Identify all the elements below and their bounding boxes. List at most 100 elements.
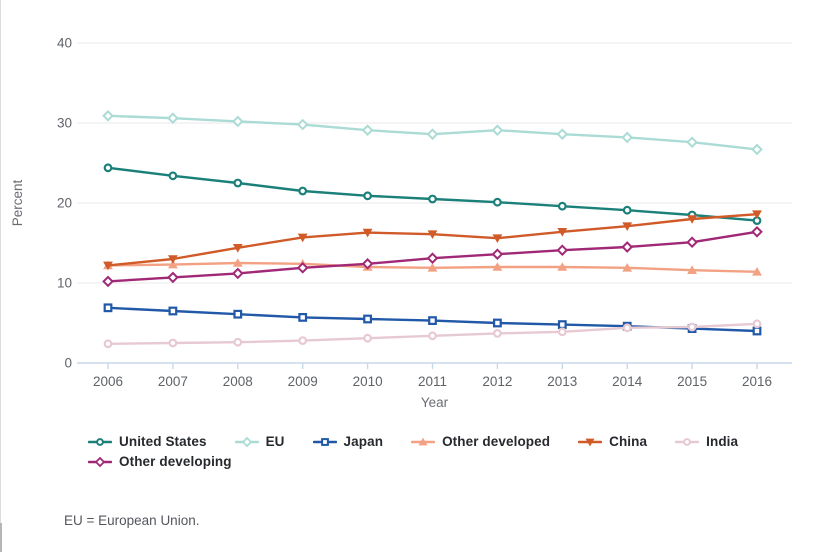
y-tick-label: 0: [64, 356, 72, 371]
data-point: [557, 228, 568, 237]
data-point: [492, 262, 503, 271]
series-india: [103, 319, 762, 349]
data-point: [233, 337, 243, 347]
data-point: [167, 112, 179, 125]
data-point: [752, 319, 762, 329]
data-point: [167, 271, 179, 284]
x-tick-label: 2011: [418, 374, 447, 389]
data-point: [102, 109, 114, 122]
data-point: [751, 143, 763, 156]
data-point: [427, 230, 438, 239]
legend-item-india: India: [675, 434, 738, 449]
legend-label: Other developed: [442, 434, 551, 449]
data-point: [361, 124, 374, 137]
data-point: [233, 178, 243, 188]
legend-marker-icon: [675, 437, 700, 446]
data-point: [493, 197, 502, 207]
chart-legend: United States EU Japan Other developed China…: [88, 434, 788, 469]
data-point: [426, 128, 439, 141]
data-point: [298, 313, 308, 322]
legend-label: India: [706, 434, 739, 449]
legend-item-united-states: United States: [88, 434, 207, 449]
series-eu: [102, 109, 763, 156]
data-point: [491, 124, 504, 137]
data-point: [233, 309, 243, 319]
legend-marker-icon: [312, 437, 337, 446]
legend-label: Japan: [343, 434, 384, 449]
data-point: [232, 258, 243, 267]
legend-item-eu: EU: [234, 434, 285, 449]
legend-item-japan: Japan: [312, 434, 384, 449]
data-point: [103, 339, 113, 349]
data-point: [102, 275, 114, 288]
data-point: [622, 323, 632, 333]
data-point: [752, 267, 762, 276]
x-tick-label: 2008: [223, 374, 253, 389]
data-point: [427, 263, 438, 272]
y-axis-title: Percent: [10, 179, 25, 226]
data-point: [491, 248, 504, 261]
data-point: [168, 338, 178, 348]
data-point: [363, 191, 373, 201]
data-point: [231, 115, 244, 128]
series-japan: [103, 303, 762, 336]
data-point: [363, 333, 373, 343]
data-point: [103, 163, 113, 173]
data-point: [298, 186, 308, 196]
data-point: [428, 331, 437, 341]
data-point: [428, 316, 437, 325]
x-tick-label: 2007: [158, 374, 188, 389]
legend-marker-icon: [578, 438, 603, 446]
line-chart: 0 10 20 30 40 2006 2007 2008 2009 2010 2011 2012 201…: [10, 36, 792, 410]
data-point: [103, 261, 113, 271]
data-point: [621, 131, 634, 144]
data-point: [621, 241, 634, 253]
data-point: [557, 201, 567, 211]
page-left-border-bottom: [0, 523, 2, 552]
y-tick-label: 40: [57, 36, 72, 51]
data-point: [168, 171, 178, 181]
y-tick-label: 10: [57, 276, 72, 291]
legend-label: United States: [119, 434, 207, 449]
data-point: [687, 215, 697, 224]
data-point: [493, 329, 502, 338]
data-point: [557, 327, 567, 337]
data-point: [687, 322, 697, 332]
data-point: [426, 252, 439, 265]
data-point: [428, 194, 437, 204]
data-point: [622, 263, 633, 272]
y-tick-label: 30: [57, 116, 72, 131]
data-point: [361, 257, 374, 270]
data-point: [363, 314, 372, 324]
data-point: [492, 234, 503, 243]
data-point: [362, 228, 373, 238]
x-tick-label: 2012: [482, 374, 512, 389]
data-point: [296, 118, 309, 131]
legend-item-other-developing: Other developing: [88, 454, 232, 469]
data-point: [556, 128, 569, 141]
legend-label: Other developing: [119, 454, 232, 469]
data-point: [231, 267, 244, 280]
legend-item-china: China: [578, 434, 647, 449]
x-tick-label: 2006: [93, 374, 123, 389]
legend-item-other-developed: Other developed: [411, 434, 550, 449]
data-point: [686, 136, 698, 149]
x-tick-label: 2015: [677, 374, 707, 389]
data-point: [297, 233, 308, 243]
data-point: [168, 306, 178, 316]
x-tick-label: 2014: [612, 374, 643, 389]
data-point: [686, 236, 698, 249]
x-tick-label: 2013: [547, 374, 577, 389]
data-point: [298, 336, 308, 346]
data-point: [556, 244, 569, 257]
page-left-border: [0, 0, 1, 523]
y-tick-label: 20: [57, 196, 72, 211]
legend-marker-icon: [88, 456, 112, 467]
data-point: [168, 255, 178, 264]
x-tick-label: 2010: [353, 374, 383, 389]
data-point: [296, 261, 309, 274]
x-axis-title: Year: [421, 395, 449, 410]
data-point: [232, 244, 243, 253]
data-point: [752, 326, 762, 336]
data-point: [168, 259, 178, 269]
